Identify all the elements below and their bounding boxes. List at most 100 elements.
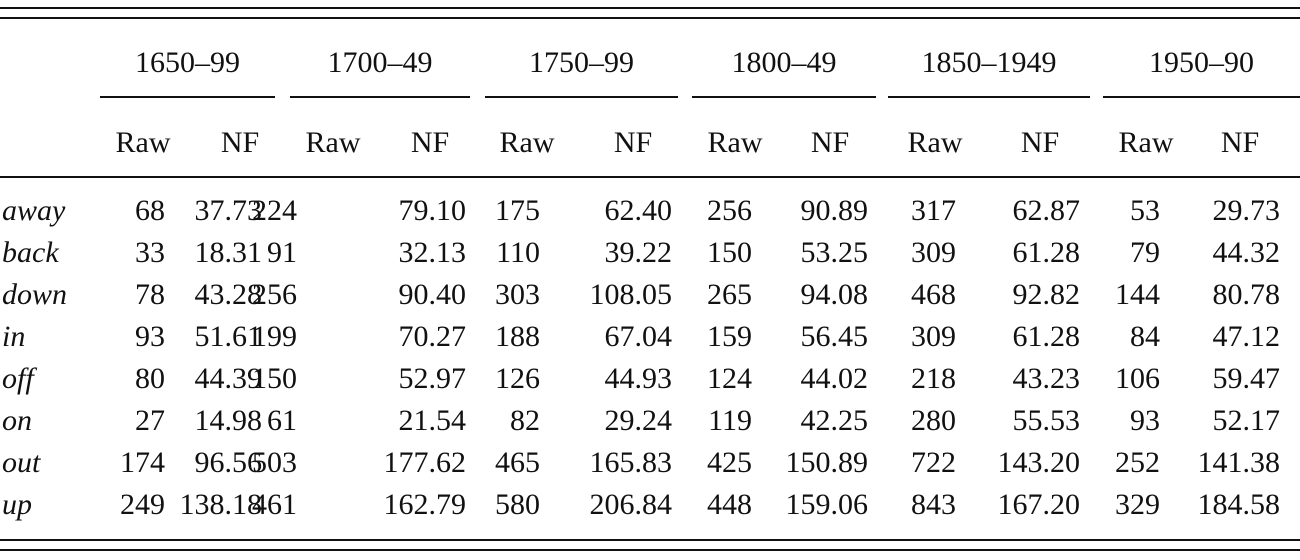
cell: 199 [252, 320, 297, 353]
cell: 55.53 [1013, 404, 1081, 437]
cell: 150.89 [786, 446, 869, 479]
cell: 580 [495, 488, 540, 521]
cell: 503 [252, 446, 297, 479]
cell: 108.05 [590, 278, 673, 311]
cell: 32.13 [399, 236, 467, 269]
cell: 62.40 [605, 194, 673, 227]
cell: 465 [495, 446, 540, 479]
subheader: Raw [306, 126, 361, 159]
period-header: 1650–99 [135, 46, 240, 79]
period-header: 1700–49 [328, 46, 433, 79]
subheader: NF [811, 126, 849, 159]
cell: 29.73 [1213, 194, 1281, 227]
subheader: NF [614, 126, 652, 159]
cell: 224 [252, 194, 297, 227]
cell: 206.84 [590, 488, 673, 521]
subheader: Raw [500, 126, 555, 159]
cell: 150 [707, 236, 752, 269]
cell: 59.47 [1213, 362, 1281, 395]
cell: 47.12 [1213, 320, 1281, 353]
cell: 162.79 [384, 488, 467, 521]
cell: 138.18 [180, 488, 263, 521]
cell: 52.17 [1213, 404, 1281, 437]
subheader: NF [1021, 126, 1059, 159]
cell: 309 [911, 236, 956, 269]
cell: 249 [120, 488, 165, 521]
cell: 44.39 [195, 362, 263, 395]
cell: 70.27 [399, 320, 467, 353]
period-header: 1800–49 [732, 46, 837, 79]
cell: 61 [267, 404, 297, 437]
row-label: down [2, 278, 67, 311]
subheader: Raw [116, 126, 171, 159]
cell: 80.78 [1213, 278, 1281, 311]
cell: 188 [495, 320, 540, 353]
cell: 53.25 [801, 236, 869, 269]
cell: 174 [120, 446, 165, 479]
cell: 175 [495, 194, 540, 227]
row-label: back [2, 236, 59, 269]
cell: 96.56 [195, 446, 263, 479]
cell: 106 [1115, 362, 1160, 395]
cell: 317 [911, 194, 956, 227]
row-label: on [2, 404, 32, 437]
cell: 461 [252, 488, 297, 521]
cell: 44.93 [605, 362, 673, 395]
cell: 144 [1115, 278, 1160, 311]
cell: 61.28 [1013, 236, 1081, 269]
cell: 82 [510, 404, 540, 437]
period-header: 1950–90 [1149, 46, 1254, 79]
cell: 126 [495, 362, 540, 395]
cell: 159.06 [786, 488, 869, 521]
cell: 141.38 [1198, 446, 1281, 479]
cell: 329 [1115, 488, 1160, 521]
row-label: up [2, 488, 32, 521]
cell: 252 [1115, 446, 1160, 479]
cell: 150 [252, 362, 297, 395]
cell: 93 [1130, 404, 1160, 437]
row-label: away [2, 194, 66, 227]
cell: 61.28 [1013, 320, 1081, 353]
cell: 309 [911, 320, 956, 353]
cell: 39.22 [605, 236, 673, 269]
cell: 92.82 [1013, 278, 1081, 311]
cell: 21.54 [399, 404, 467, 437]
subheader: Raw [1119, 126, 1174, 159]
cell: 68 [135, 194, 165, 227]
cell: 280 [911, 404, 956, 437]
cell: 177.62 [384, 446, 467, 479]
cell: 110 [496, 236, 540, 269]
period-header: 1750–99 [529, 46, 634, 79]
cell: 14.98 [195, 404, 263, 437]
cell: 184.58 [1198, 488, 1281, 521]
cell: 265 [707, 278, 752, 311]
subheader: Raw [708, 126, 763, 159]
cell: 256 [252, 278, 297, 311]
cell: 44.32 [1213, 236, 1281, 269]
cell: 124 [707, 362, 752, 395]
cell: 53 [1130, 194, 1160, 227]
subheader: NF [411, 126, 449, 159]
cell: 91 [267, 236, 297, 269]
cell: 167.20 [998, 488, 1081, 521]
cell: 67.04 [605, 320, 673, 353]
cell: 62.87 [1013, 194, 1081, 227]
cell: 44.02 [801, 362, 869, 395]
cell: 33 [135, 236, 165, 269]
cell: 165.83 [590, 446, 673, 479]
cell: 52.97 [399, 362, 467, 395]
row-label: off [2, 362, 37, 395]
subheader: NF [1221, 126, 1259, 159]
cell: 79.10 [399, 194, 467, 227]
cell: 90.40 [399, 278, 467, 311]
cell: 56.45 [801, 320, 869, 353]
cell: 843 [911, 488, 956, 521]
cell: 448 [707, 488, 752, 521]
cell: 468 [911, 278, 956, 311]
subheader: NF [221, 126, 259, 159]
cell: 218 [911, 362, 956, 395]
cell: 722 [911, 446, 956, 479]
cell: 27 [135, 404, 165, 437]
cell: 84 [1130, 320, 1160, 353]
